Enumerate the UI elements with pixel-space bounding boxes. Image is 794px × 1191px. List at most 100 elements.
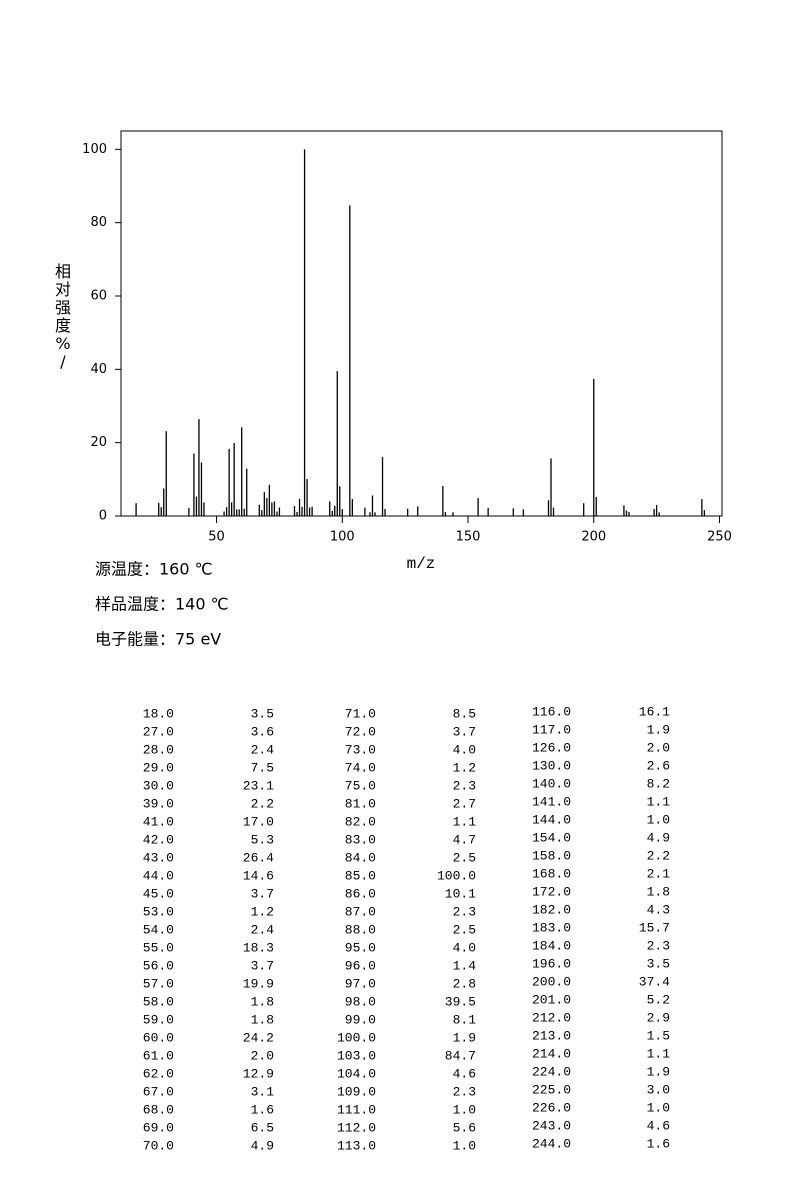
table-cell: 4.0 [453,940,476,955]
table-cell: 98.0 [345,994,376,1009]
table-cell: 243.0 [532,1118,571,1133]
x-tick-label: 250 [707,530,732,545]
table-cell: 1.1 [453,814,477,829]
table-cell: 70.0 [143,1138,174,1153]
table-cell: 55.0 [143,940,174,955]
table-cell: 2.0 [647,740,670,755]
table-cell: 1.1 [647,794,671,809]
table-cell: 1.8 [251,994,274,1009]
table-cell: 154.0 [532,830,571,845]
table-cell: 7.5 [251,760,274,775]
table-cell: 1.5 [647,1028,670,1043]
table-cell: 3.5 [251,706,274,721]
table-cell: 16.1 [639,704,670,719]
y-axis-label-char: / [60,352,66,371]
table-cell: 182.0 [532,902,571,917]
table-cell: 81.0 [345,796,376,811]
table-cell: 2.9 [647,1010,670,1025]
table-cell: 3.7 [251,886,274,901]
table-cell: 68.0 [143,1102,174,1117]
table-cell: 6.5 [251,1120,274,1135]
table-cell: 3.6 [251,724,274,739]
table-cell: 87.0 [345,904,376,919]
table-cell: 1.8 [251,1012,274,1027]
table-cell: 225.0 [532,1082,571,1097]
table-cell: 1.0 [453,1102,476,1117]
info-line: 电子能量：75 eV [95,630,221,649]
x-tick-label: 150 [456,530,481,545]
table-cell: 59.0 [143,1012,174,1027]
table-cell: 2.4 [251,742,275,757]
table-cell: 111.0 [337,1102,376,1117]
table-cell: 4.6 [647,1118,670,1133]
table-cell: 226.0 [532,1100,571,1115]
table-cell: 2.3 [453,904,476,919]
table-cell: 196.0 [532,956,571,971]
x-tick-label: 200 [581,530,606,545]
table-cell: 100.0 [437,868,476,883]
table-cell: 14.6 [243,868,274,883]
table-cell: 168.0 [532,866,571,881]
y-tick-label: 100 [82,142,107,157]
table-cell: 1.6 [251,1102,274,1117]
table-cell: 1.0 [647,812,670,827]
table-cell: 39.5 [445,994,476,1009]
table-cell: 3.7 [251,958,274,973]
table-cell: 2.8 [453,976,476,991]
plot-frame [120,130,723,517]
info-line: 源温度：160 ℃ [95,560,213,579]
table-cell: 28.0 [143,742,174,757]
table-cell: 60.0 [143,1030,174,1045]
table-cell: 104.0 [337,1066,376,1081]
table-cell: 5.2 [647,992,670,1007]
table-cell: 3.7 [453,724,476,739]
table-cell: 61.0 [143,1048,174,1063]
table-cell: 5.3 [251,832,274,847]
table-cell: 1.0 [647,1100,670,1115]
table-cell: 74.0 [345,760,376,775]
table-cell: 56.0 [143,958,174,973]
x-tick-label: 50 [208,530,225,545]
table-cell: 2.1 [647,866,671,881]
table-cell: 172.0 [532,884,571,899]
y-tick-label: 40 [90,362,107,377]
table-cell: 12.9 [243,1066,274,1081]
table-cell: 69.0 [143,1120,174,1135]
table-cell: 130.0 [532,758,571,773]
table-cell: 2.5 [453,922,476,937]
table-cell: 44.0 [143,868,174,883]
table-cell: 1.9 [647,1064,670,1079]
table-cell: 1.4 [453,958,477,973]
y-tick-label: 20 [90,435,107,450]
table-cell: 117.0 [532,722,571,737]
table-cell: 86.0 [345,886,376,901]
table-cell: 42.0 [143,832,174,847]
table-cell: 57.0 [143,976,174,991]
table-cell: 126.0 [532,740,571,755]
table-cell: 183.0 [532,920,571,935]
table-cell: 8.5 [453,706,476,721]
table-cell: 3.5 [647,956,670,971]
y-tick-label: 60 [90,289,107,304]
table-cell: 3.0 [647,1082,670,1097]
table-cell: 83.0 [345,832,376,847]
table-cell: 2.3 [453,778,476,793]
table-cell: 2.3 [453,1084,476,1099]
table-cell: 1.1 [647,1046,671,1061]
table-cell: 27.0 [143,724,174,739]
table-cell: 158.0 [532,848,571,863]
table-cell: 1.2 [251,904,274,919]
table-cell: 244.0 [532,1136,571,1151]
table-cell: 26.4 [243,850,274,865]
table-cell: 30.0 [143,778,174,793]
table-cell: 144.0 [532,812,571,827]
y-axis-label-char: 度 [55,316,71,335]
table-cell: 72.0 [345,724,376,739]
table-cell: 53.0 [143,904,174,919]
table-cell: 2.3 [647,938,670,953]
table-cell: 3.1 [251,1084,275,1099]
y-axis-label-char: 强 [55,298,71,317]
table-cell: 224.0 [532,1064,571,1079]
table-cell: 73.0 [345,742,376,757]
